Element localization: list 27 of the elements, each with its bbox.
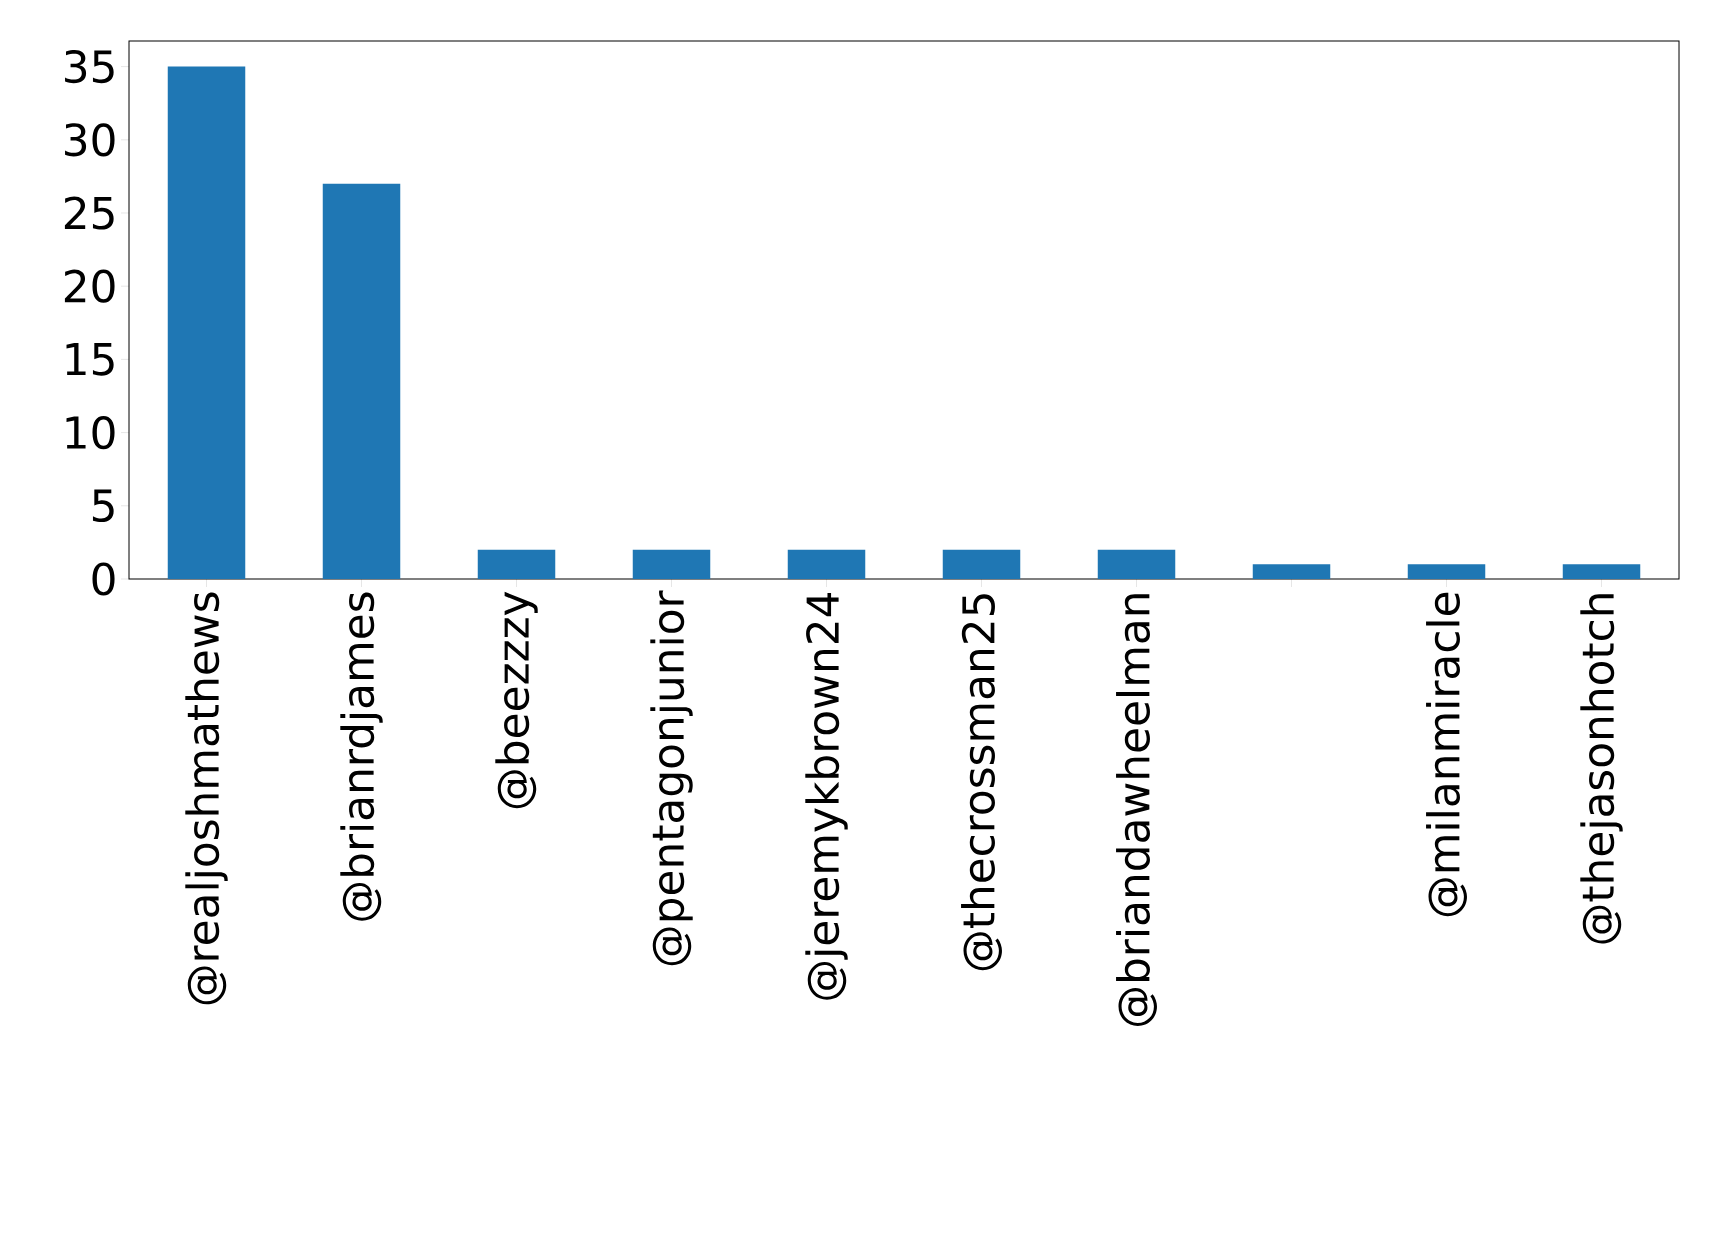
x-tick-label: @realjoshmathews — [185, 592, 228, 1005]
y-tick-label: 15 — [66, 343, 114, 376]
y-tick-label: 0 — [92, 562, 115, 596]
x-tick-label: @thecrossman25 — [961, 594, 1002, 971]
bar — [1562, 564, 1641, 579]
x-tick-label: @brianrdjames — [340, 592, 383, 921]
y-tick-label: 20 — [64, 269, 115, 303]
y-tick-label: 25 — [64, 196, 114, 230]
y-tick-label: 5 — [92, 489, 114, 523]
x-tick-label: @milanmiracle — [1426, 592, 1467, 917]
bar — [167, 66, 246, 579]
x-tick-label: @beezzzy — [495, 591, 538, 809]
y-tick-label: 10 — [66, 416, 115, 450]
bar — [477, 549, 556, 579]
bar — [1252, 564, 1331, 579]
bar — [787, 549, 866, 579]
x-tick-label: @pentagonjunior — [650, 590, 693, 966]
bar — [1407, 564, 1486, 579]
bar — [1097, 549, 1176, 579]
y-tick-label: 35 — [65, 50, 114, 84]
x-tick-label: @briandawheelman — [1116, 594, 1157, 1026]
bar — [322, 183, 401, 579]
x-tick-label: @thejasonhotch — [1580, 594, 1623, 944]
bar — [632, 549, 711, 579]
bar — [942, 549, 1021, 579]
y-tick-label: 30 — [65, 123, 115, 157]
x-tick-label: @jeremykbrown24 — [805, 592, 848, 1000]
